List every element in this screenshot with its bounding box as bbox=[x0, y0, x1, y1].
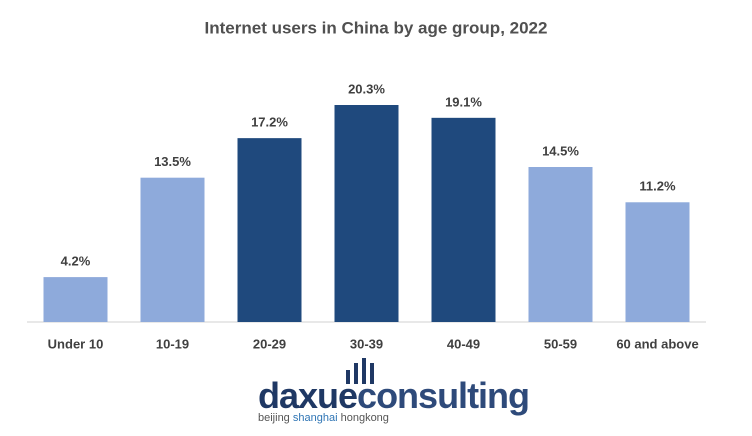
x-tick-label: 40-49 bbox=[447, 336, 480, 351]
bar bbox=[334, 105, 399, 322]
logo-icon bbox=[354, 363, 358, 384]
logo-icon bbox=[370, 363, 374, 384]
logo-icon bbox=[362, 358, 366, 384]
logo-part: daxue bbox=[258, 375, 357, 416]
x-tick-label: 30-39 bbox=[350, 336, 383, 351]
value-label: 11.2% bbox=[639, 179, 676, 194]
bar bbox=[431, 117, 496, 323]
logo-name: daxueconsulting bbox=[258, 375, 529, 416]
bar bbox=[43, 277, 108, 322]
x-tick-label: 60 and above bbox=[616, 336, 698, 351]
x-tick-label: 50-59 bbox=[544, 336, 577, 351]
bar bbox=[528, 167, 593, 322]
bar bbox=[140, 177, 205, 322]
bar bbox=[625, 202, 690, 322]
value-label: 14.5% bbox=[542, 143, 579, 158]
city: beijing bbox=[258, 412, 290, 424]
value-label: 17.2% bbox=[251, 115, 288, 130]
value-label: 4.2% bbox=[61, 254, 91, 269]
chart-title: Internet users in China by age group, 20… bbox=[205, 18, 548, 37]
value-label: 19.1% bbox=[445, 94, 482, 109]
x-tick-label: 20-29 bbox=[253, 336, 286, 351]
logo-part: consulting bbox=[357, 375, 529, 416]
x-tick-label: Under 10 bbox=[48, 336, 104, 351]
bar bbox=[237, 138, 302, 322]
logo-cities: beijing shanghai hongkong bbox=[258, 412, 389, 424]
city: shanghai bbox=[293, 412, 338, 424]
value-label: 20.3% bbox=[348, 81, 385, 96]
logo: daxueconsulting beijing shanghai hongkon… bbox=[258, 358, 530, 424]
city: hongkong bbox=[341, 412, 389, 424]
logo-icon bbox=[346, 370, 350, 384]
value-label: 13.5% bbox=[154, 154, 191, 169]
x-tick-label: 10-19 bbox=[156, 336, 189, 351]
